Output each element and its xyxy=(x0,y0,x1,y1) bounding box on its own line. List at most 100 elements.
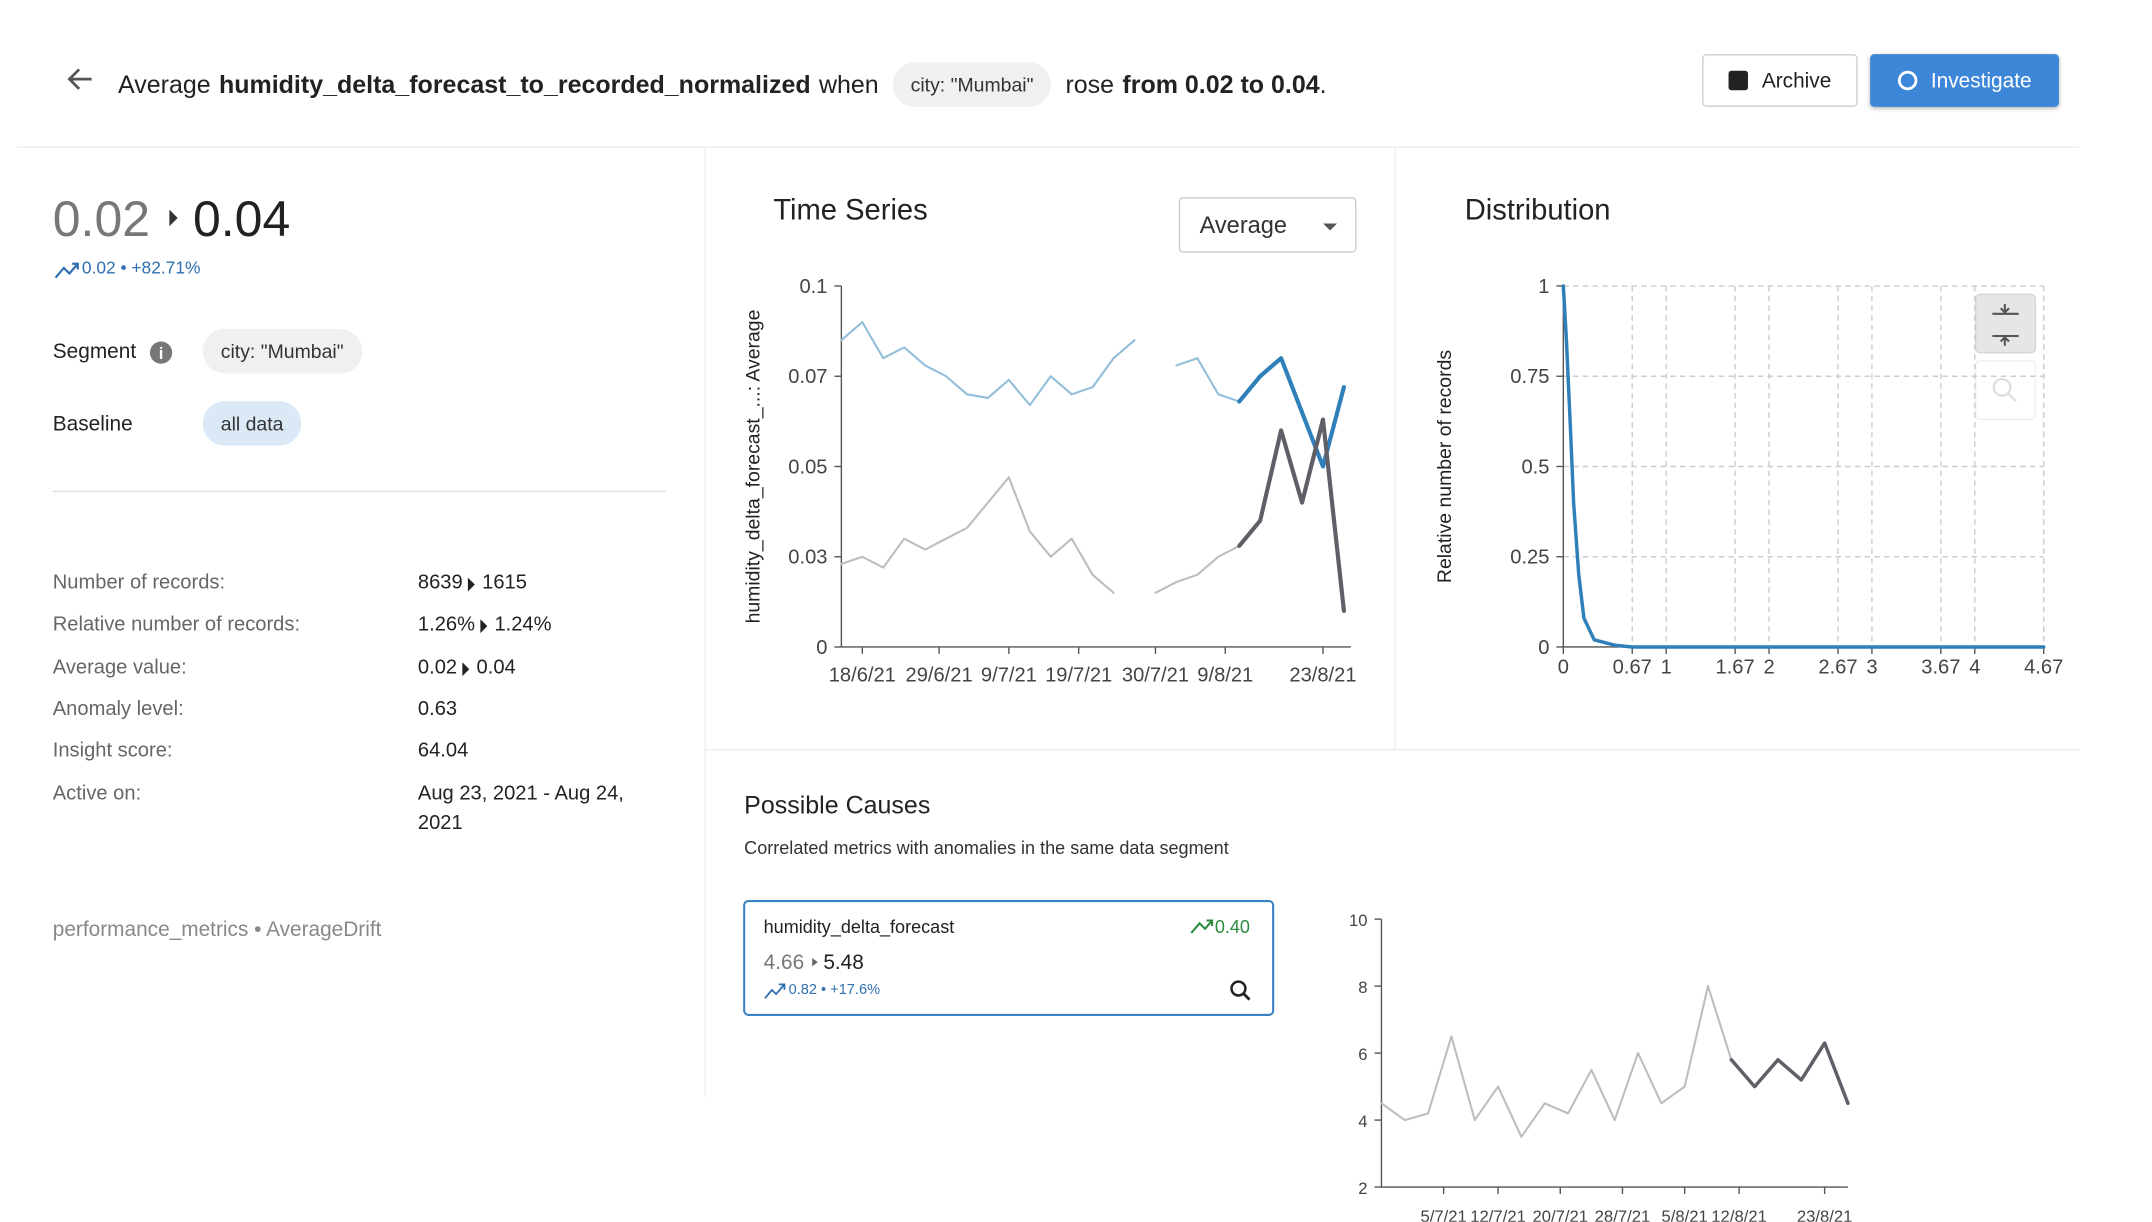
stat-from: 8639 xyxy=(417,572,463,595)
x-tick-label: 4 xyxy=(1969,656,1980,678)
zoom-button[interactable] xyxy=(1974,360,2037,420)
header-text: when xyxy=(818,70,879,98)
card-metric: humidity_delta_forecast xyxy=(763,916,955,938)
investigate-button[interactable]: Investigate xyxy=(1870,54,2059,107)
x-tick-label: 12/7/21 xyxy=(1470,1207,1526,1222)
y-tick-label: 0.03 xyxy=(788,547,827,569)
chart-title: Distribution xyxy=(1465,194,1611,226)
y-tick-label: 6 xyxy=(1358,1045,1367,1064)
arrow-icon xyxy=(812,957,818,967)
y-tick-label: 4 xyxy=(1358,1112,1367,1131)
dropdown-caret xyxy=(1323,223,1338,231)
back-arrow[interactable] xyxy=(67,68,92,90)
change-text: from 0.02 to 0.04 xyxy=(1122,70,1320,98)
y-tick-label: 0 xyxy=(1538,637,1549,659)
x-tick-label: 19/7/21 xyxy=(1045,665,1112,687)
x-tick-label: 3.67 xyxy=(1921,656,1960,678)
x-tick-label: 0.67 xyxy=(1613,656,1652,678)
search-icon xyxy=(1897,70,1917,91)
trend-icon xyxy=(54,262,79,279)
y-tick-label: 10 xyxy=(1349,911,1368,930)
line xyxy=(1561,284,2046,649)
x-tick-label: 30/7/21 xyxy=(1122,665,1189,687)
card-from: 4.66 xyxy=(763,951,805,975)
stat-to: 1.24% xyxy=(494,614,552,637)
y-axis-label: Relative number of records xyxy=(1434,350,1456,583)
stat-to: 0.04 xyxy=(476,656,516,679)
zoom-icon xyxy=(2006,392,2017,402)
metric-name: humidity_delta_forecast_to_recorded_norm… xyxy=(218,70,811,98)
line xyxy=(1729,1041,1850,1106)
cause-card[interactable] xyxy=(743,900,1275,1016)
x-tick-label: 3 xyxy=(1866,656,1877,678)
aggregation-dropdown[interactable]: Average xyxy=(1178,197,1357,253)
header-text: rose xyxy=(1065,70,1115,98)
button-label: Archive xyxy=(1761,68,1832,93)
archive-icon xyxy=(1728,70,1748,91)
x-tick-label: 29/6/21 xyxy=(906,665,973,687)
x-tick-label: 0 xyxy=(1558,656,1569,678)
stat-label: Number of records: xyxy=(52,572,226,595)
x-tick-label: 1.67 xyxy=(1716,656,1755,678)
archive-button[interactable]: Archive xyxy=(1702,54,1858,107)
stat-label: Average value: xyxy=(52,656,187,679)
line xyxy=(1380,985,1733,1138)
x-tick-label: 23/8/21 xyxy=(1797,1207,1853,1222)
baseline-label: Baseline xyxy=(52,412,133,436)
x-tick-label: 9/7/21 xyxy=(981,665,1037,687)
stat-value: 64.04 xyxy=(417,740,469,763)
arrow-icon xyxy=(480,619,488,634)
summary-from: 0.02 xyxy=(52,190,151,248)
stat-label: Insight score: xyxy=(52,740,173,763)
stat-value: 0.63 xyxy=(417,698,458,721)
card-delta: 0.82 • +17.6% xyxy=(788,981,881,999)
x-tick-label: 23/8/21 xyxy=(1289,665,1356,687)
x-tick-label: 5/8/21 xyxy=(1662,1207,1708,1222)
baseline-chip: all data xyxy=(202,401,302,446)
info-icon: i xyxy=(159,344,164,363)
investigate-icon xyxy=(1242,992,1251,1001)
arrow-icon xyxy=(468,577,476,592)
chart-title: Time Series xyxy=(773,194,927,226)
trend-icon xyxy=(764,983,786,999)
x-tick-label: 9/8/21 xyxy=(1197,665,1253,687)
zoom-fit-icon xyxy=(1992,304,2019,346)
y-tick-label: 0.07 xyxy=(788,366,827,388)
header: Average humidity_delta_forecast_to_recor… xyxy=(118,62,1327,107)
line xyxy=(840,321,1136,407)
y-tick-label: 0 xyxy=(816,637,827,659)
stat-to: 1615 xyxy=(482,572,527,595)
x-tick-label: 5/7/21 xyxy=(1420,1207,1466,1222)
arrow-icon xyxy=(462,661,470,676)
card-to: 5.48 xyxy=(823,951,864,975)
investigate-icon[interactable] xyxy=(1230,980,1247,997)
segment-chip: city: "Mumbai" xyxy=(892,62,1052,107)
stat-value: Aug 23, 2021 - Aug 24, 2021 xyxy=(417,782,624,834)
zoom-fit-button[interactable] xyxy=(1974,293,2037,354)
x-tick-label: 12/8/21 xyxy=(1711,1207,1767,1222)
line xyxy=(840,476,1115,594)
y-tick-label: 0.5 xyxy=(1521,456,1549,478)
y-tick-label: 0.75 xyxy=(1510,366,1549,388)
y-axis-label: humidity_delta_forecast_...: Average xyxy=(742,310,764,624)
segment-label: Segment xyxy=(52,340,137,364)
line xyxy=(1154,544,1241,594)
stat-label: Relative number of records: xyxy=(52,614,301,637)
summary-to: 0.04 xyxy=(192,190,291,248)
x-tick-label: 2 xyxy=(1763,656,1774,678)
y-tick-label: 0.1 xyxy=(799,276,827,298)
y-tick-label: 0.25 xyxy=(1510,547,1549,569)
x-tick-label: 2.67 xyxy=(1818,656,1857,678)
info-icon[interactable] xyxy=(149,341,173,364)
x-tick-label: 20/7/21 xyxy=(1532,1207,1588,1222)
arrow-icon xyxy=(169,209,178,227)
line xyxy=(1237,417,1347,613)
y-tick-label: 0.05 xyxy=(788,456,827,478)
trend-icon xyxy=(1190,919,1214,934)
y-tick-label: 8 xyxy=(1358,978,1367,997)
stat-from: 0.02 xyxy=(417,656,458,679)
y-tick-label: 1 xyxy=(1538,276,1549,298)
y-tick-label: 2 xyxy=(1358,1179,1367,1198)
